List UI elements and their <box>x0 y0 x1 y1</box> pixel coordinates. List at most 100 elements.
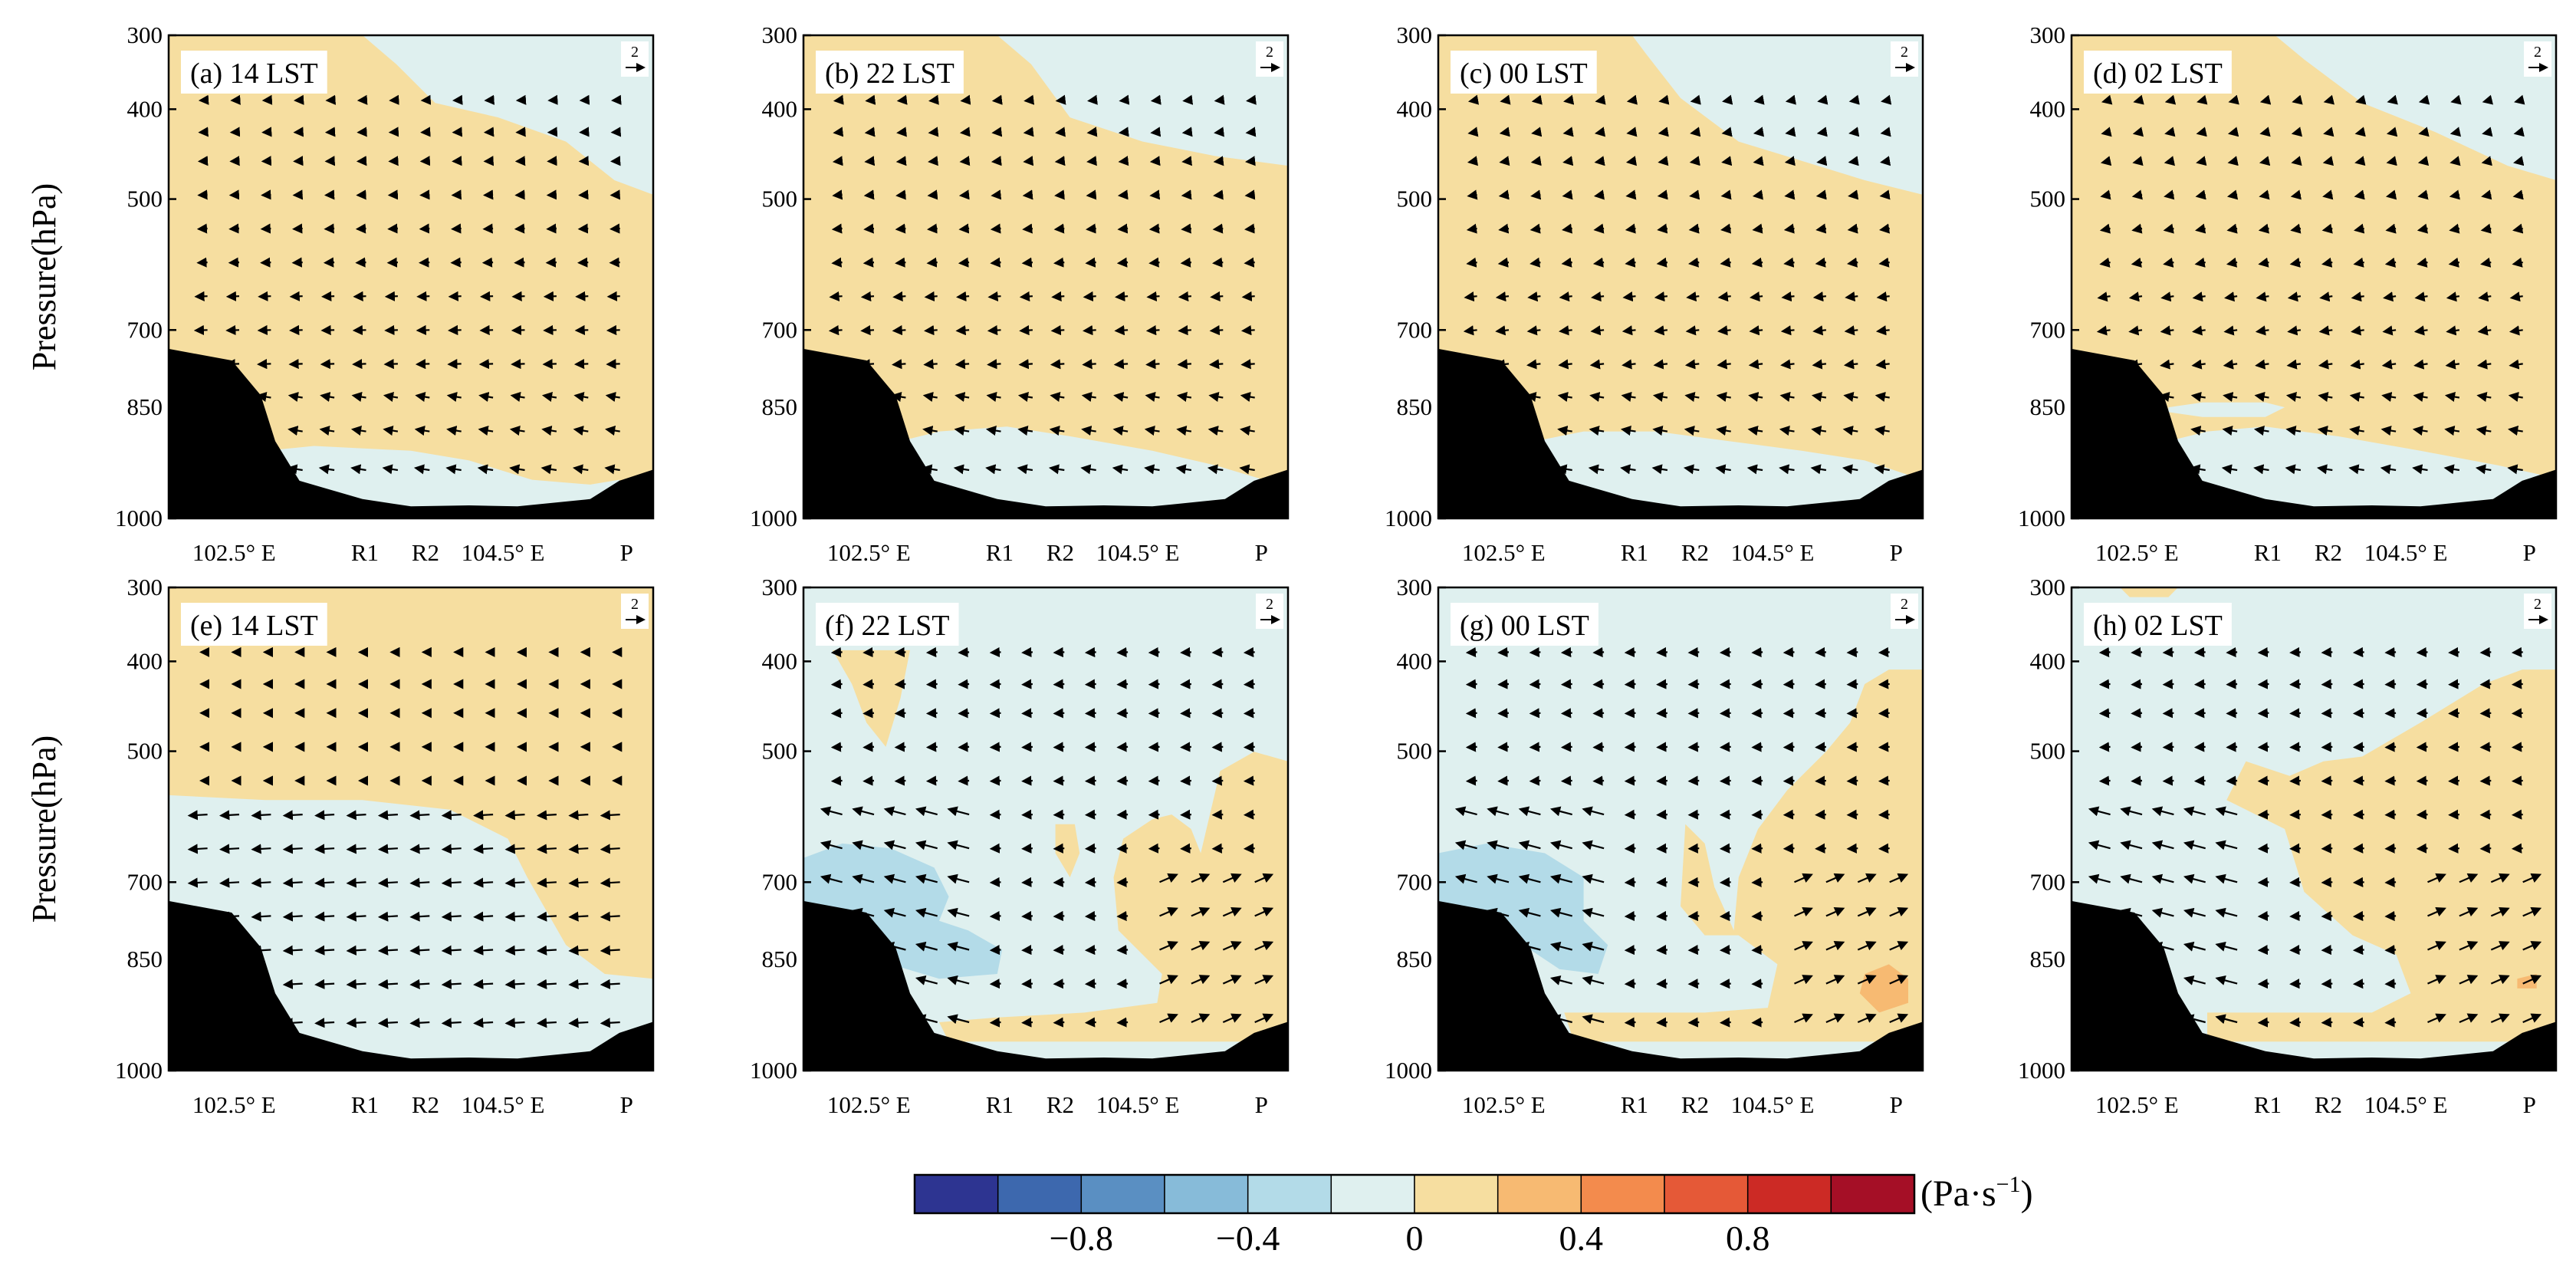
vector-arrow <box>2128 291 2143 302</box>
vector-arrow <box>293 127 304 137</box>
y-tick-label: 500 <box>762 186 798 212</box>
vector-arrow <box>915 975 938 985</box>
vector-arrow <box>1687 679 1700 689</box>
x-tick-label: R2 <box>412 539 439 566</box>
vector-arrow <box>2120 806 2143 817</box>
vector-arrow <box>1114 325 1129 336</box>
colorbar-segment <box>1746 1174 1832 1214</box>
vector-arrow <box>377 810 398 821</box>
vector-arrow <box>1687 979 1700 989</box>
vector-arrow <box>1209 325 1224 336</box>
vector-arrow <box>2350 359 2364 370</box>
y-tick-label: 850 <box>2030 946 2066 972</box>
vector-arrow <box>2317 426 2333 436</box>
x-tick-label: R2 <box>412 1091 439 1118</box>
vector-arrow <box>441 945 462 956</box>
terrain <box>803 900 1288 1071</box>
vector-arrow <box>536 844 557 854</box>
vector-arrow <box>1783 708 1795 719</box>
vector-arrow <box>1180 257 1191 268</box>
vector-arrow <box>1688 223 1700 234</box>
vector-arrow <box>863 742 875 752</box>
vector-arrow <box>2160 359 2174 370</box>
vector-arrow <box>1842 464 1858 475</box>
vector-arrow <box>1582 873 1605 884</box>
vector-arrow <box>413 464 430 475</box>
y-tick-label: 700 <box>127 316 163 343</box>
y-tick-label: 400 <box>762 95 798 122</box>
vector-arrow <box>2128 325 2143 336</box>
vector-arrow <box>383 391 399 403</box>
vector-arrow <box>1717 359 1731 370</box>
panel-label: (g) 00 LST <box>1460 610 1589 642</box>
vector-arrow <box>1180 708 1191 719</box>
vector-arrow <box>1149 156 1161 166</box>
vector-arrow <box>2511 809 2523 820</box>
vector-arrow <box>1518 806 1541 817</box>
vector-arrow <box>883 806 906 817</box>
vector-arrow <box>1878 742 1890 752</box>
vector-arrow <box>1783 223 1795 234</box>
vector-arrow <box>1656 679 1668 689</box>
vector-arrow <box>947 1014 970 1025</box>
vector-arrow <box>2381 359 2397 370</box>
vector-arrow <box>1116 1017 1129 1028</box>
vector-arrow <box>1889 1013 1909 1024</box>
vector-arrow <box>2227 156 2239 166</box>
vector-arrow <box>282 979 303 989</box>
vector-arrow <box>1084 708 1096 719</box>
vector-arrow <box>1549 907 1572 918</box>
vector-arrow <box>314 1018 335 1028</box>
vector-arrow <box>1582 907 1605 918</box>
vector-arrow <box>355 257 366 268</box>
vector-arrow <box>2352 944 2364 956</box>
vector-arrow <box>540 464 557 475</box>
reference-vector-label: 2 <box>1901 596 1908 613</box>
vector-arrow <box>1116 742 1129 752</box>
vector-arrow <box>1876 291 1890 302</box>
vector-arrow <box>894 742 906 752</box>
vector-arrow <box>832 156 843 166</box>
vector-arrow <box>1751 646 1763 658</box>
vector-arrow <box>1779 464 1795 475</box>
vector-arrow <box>575 291 589 301</box>
vector-arrow <box>1210 291 1224 302</box>
vector-arrow <box>1180 646 1191 658</box>
vector-arrow <box>1625 189 1637 200</box>
vector-arrow <box>2384 679 2397 689</box>
vector-arrow <box>927 189 938 200</box>
vector-arrow <box>1212 257 1224 268</box>
vector-arrow <box>1144 464 1160 475</box>
vector-arrow <box>2354 223 2365 234</box>
vector-arrow <box>2257 1017 2269 1028</box>
vector-arrow <box>2427 941 2446 951</box>
contour-fill-region <box>1631 35 1923 195</box>
vector-arrow <box>573 426 589 436</box>
vector-arrow <box>2215 1014 2238 1025</box>
vector-arrow <box>2318 325 2333 336</box>
vector-arrow <box>895 156 907 166</box>
reference-vector-label: 2 <box>1901 44 1908 61</box>
vector-arrow <box>1021 843 1033 854</box>
vector-arrow <box>2289 979 2301 989</box>
vector-arrow <box>2476 359 2492 370</box>
vector-arrow <box>894 679 906 689</box>
vector-arrow <box>1783 257 1795 268</box>
vector-arrow <box>193 324 208 336</box>
vector-arrow <box>610 189 621 200</box>
y-tick-label: 700 <box>2030 316 2066 343</box>
reference-vector-label: 2 <box>1266 596 1273 613</box>
colorbar: −0.8 −0.4 0 0.4 0.8 (Pa·s−1) <box>913 1172 2033 1258</box>
x-tick-label: P <box>620 539 633 566</box>
vector-arrow <box>2380 426 2397 436</box>
panel-label: (f) 22 LST <box>825 610 950 642</box>
vector-arrow <box>1592 646 1605 658</box>
vector-arrow <box>1746 464 1763 475</box>
vector-arrow <box>2321 708 2333 719</box>
vector-arrow <box>2321 979 2333 989</box>
vector-arrow <box>2352 877 2364 887</box>
vector-arrow <box>441 844 462 854</box>
vector-arrow <box>2286 359 2302 370</box>
vector-arrow <box>2354 189 2365 200</box>
vector-arrow <box>1857 941 1877 951</box>
